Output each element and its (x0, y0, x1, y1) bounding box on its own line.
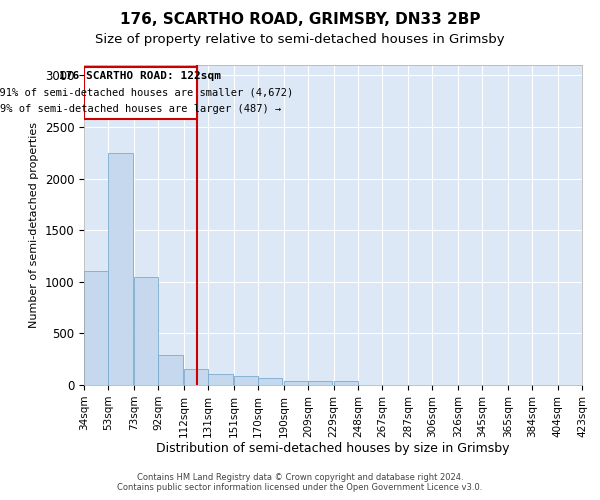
Bar (184, 369, 208, 385)
Bar (208, 374, 233, 385)
Bar (84, 272, 109, 385)
Bar (84, 67, 197, 118)
Text: Size of property relative to semi-detached houses in Grimsby: Size of property relative to semi-detach… (95, 32, 505, 46)
Text: ← 91% of semi-detached houses are smaller (4,672): ← 91% of semi-detached houses are smalle… (0, 88, 293, 98)
Text: 176, SCARTHO ROAD, GRIMSBY, DN33 2BP: 176, SCARTHO ROAD, GRIMSBY, DN33 2BP (120, 12, 480, 28)
Bar (134, 276, 158, 385)
Bar (234, 376, 258, 385)
Text: 176 SCARTHO ROAD: 122sqm: 176 SCARTHO ROAD: 122sqm (59, 72, 221, 82)
Bar (284, 381, 308, 385)
Text: 9% of semi-detached houses are larger (487) →: 9% of semi-detached houses are larger (4… (0, 104, 281, 115)
Bar (109, 152, 133, 385)
X-axis label: Distribution of semi-detached houses by size in Grimsby: Distribution of semi-detached houses by … (156, 442, 510, 456)
Text: Contains HM Land Registry data © Crown copyright and database right 2024.
Contai: Contains HM Land Registry data © Crown c… (118, 473, 482, 492)
Y-axis label: Number of semi-detached properties: Number of semi-detached properties (29, 122, 39, 328)
Bar (158, 355, 182, 385)
Bar (308, 382, 332, 385)
Bar (334, 382, 358, 385)
Bar (258, 378, 283, 385)
